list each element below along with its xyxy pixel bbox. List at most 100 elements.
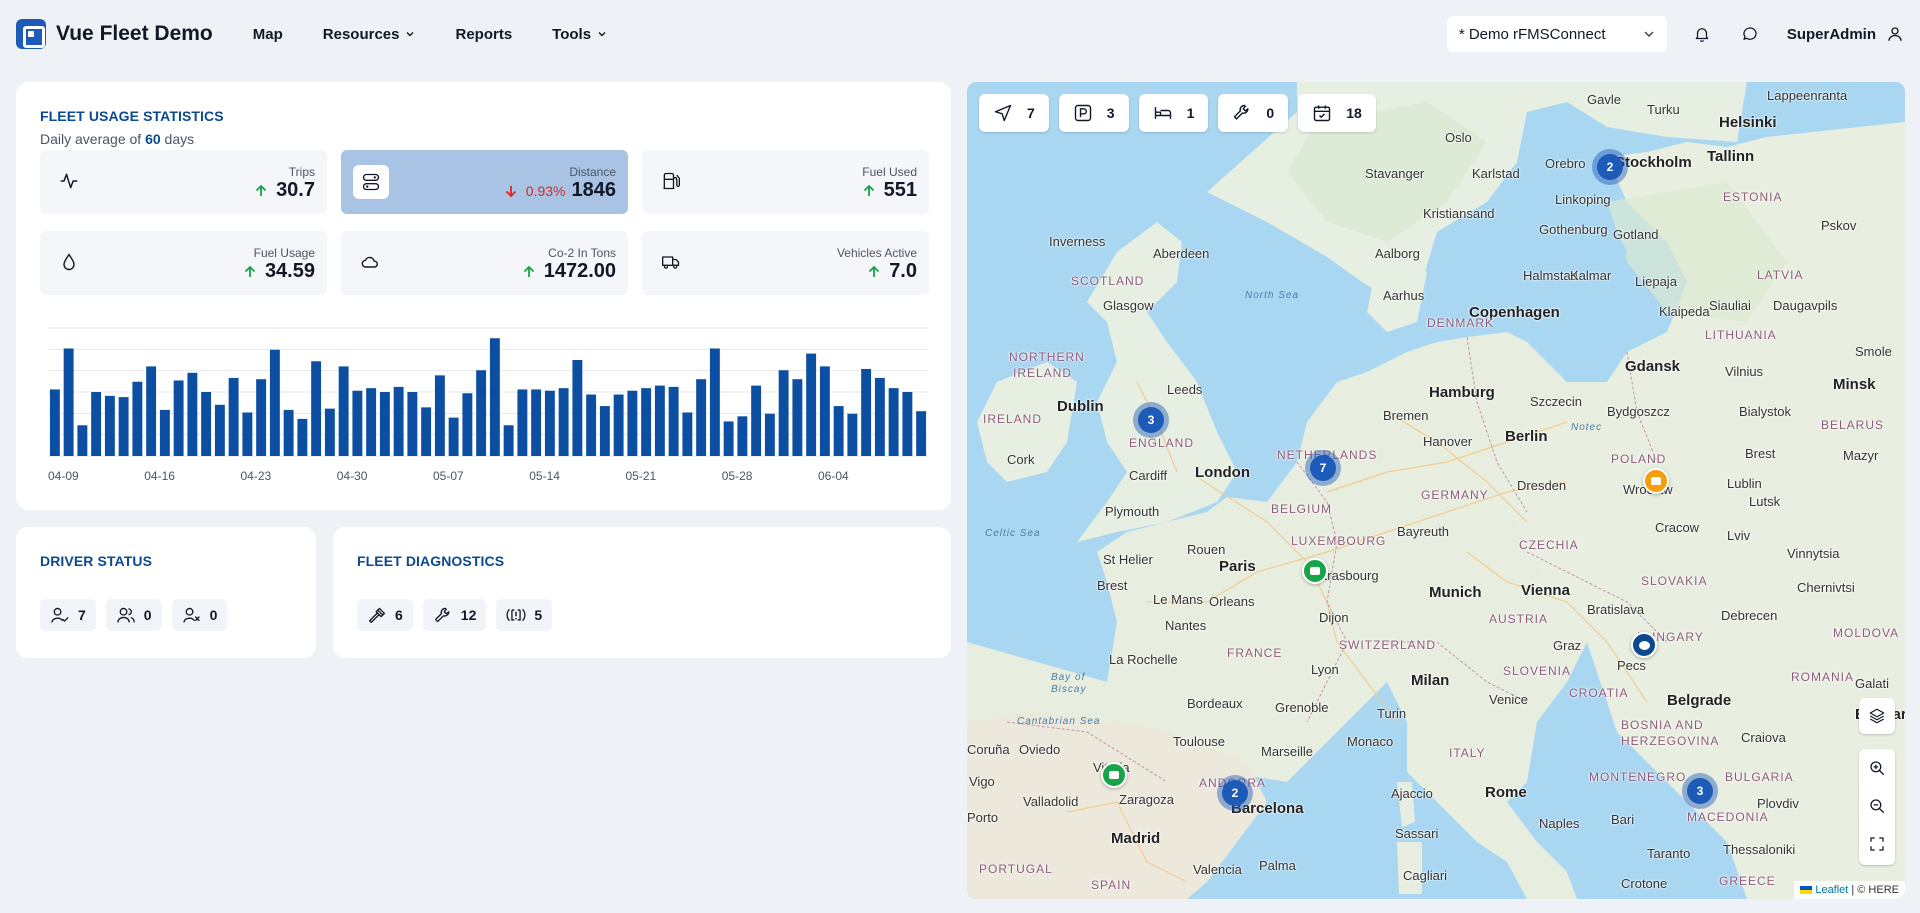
vehicle-cluster-marker[interactable]: 2 [1592, 149, 1628, 185]
nav-tools[interactable]: Tools [552, 26, 607, 43]
chart-bar[interactable] [833, 406, 844, 456]
chart-bar[interactable] [737, 416, 748, 456]
notifications-bell-icon[interactable] [1691, 23, 1713, 45]
vehicle-marker-driving[interactable] [1302, 558, 1328, 584]
chart-bar[interactable] [63, 348, 74, 456]
chart-bar[interactable] [641, 388, 652, 456]
chart-bar[interactable] [393, 386, 404, 456]
counter-resting[interactable]: 1 [1138, 94, 1209, 132]
stat-tile-fuel-usage[interactable]: Fuel Usage 34.59 [40, 231, 327, 295]
chart-bar[interactable] [407, 392, 418, 456]
zoom-out-button[interactable] [1859, 787, 1895, 825]
chart-bar[interactable] [462, 393, 473, 456]
chart-bar[interactable] [902, 392, 913, 456]
chart-bar[interactable] [489, 338, 500, 456]
user-icon[interactable] [1886, 25, 1904, 43]
chart-bar[interactable] [544, 390, 555, 456]
chart-bar[interactable] [421, 407, 432, 456]
fullscreen-button[interactable] [1859, 825, 1895, 863]
chart-bar[interactable] [379, 392, 390, 456]
driver-chip-active[interactable]: 7 [40, 599, 96, 631]
chart-bar[interactable] [118, 397, 129, 456]
chart-bar[interactable] [256, 379, 267, 456]
chart-bar[interactable] [187, 372, 198, 456]
chart-bar[interactable] [778, 370, 789, 456]
chart-bar[interactable] [338, 366, 349, 456]
chart-bar[interactable] [819, 366, 830, 456]
chart-bar[interactable] [366, 388, 377, 456]
chart-bar[interactable] [228, 377, 239, 456]
user-name[interactable]: SuperAdmin [1786, 25, 1876, 43]
chart-bar[interactable] [874, 377, 885, 456]
vehicle-cluster-marker[interactable]: 3 [1133, 402, 1169, 438]
chart-bar[interactable] [654, 385, 665, 456]
chart-bar[interactable] [311, 361, 322, 456]
nav-reports[interactable]: Reports [455, 26, 512, 43]
chart-bar[interactable] [159, 409, 170, 456]
chart-bar[interactable] [806, 353, 817, 456]
chart-bar[interactable] [586, 394, 597, 456]
chart-bar[interactable] [324, 408, 335, 456]
stat-tile-vehicles-active[interactable]: Vehicles Active 7.0 [642, 231, 929, 295]
chart-bar[interactable] [242, 412, 253, 456]
chart-bar[interactable] [201, 392, 212, 456]
chart-bar[interactable] [49, 389, 60, 456]
chart-bar[interactable] [888, 388, 899, 456]
nav-map[interactable]: Map [253, 26, 283, 43]
counter-driving[interactable]: 7 [979, 94, 1049, 132]
organization-select[interactable]: * Demo rFMSConnect [1446, 16, 1667, 52]
driver-chip-inactive[interactable]: 0 [171, 599, 228, 631]
chart-bar[interactable] [613, 394, 624, 456]
chart-bar[interactable] [476, 370, 487, 456]
chart-bar[interactable] [104, 395, 115, 456]
chart-bar[interactable] [434, 375, 445, 456]
stat-tile-distance[interactable]: Distance 0.93% 1846 [341, 150, 628, 214]
diagnostics-chip-brake-warning[interactable]: 5 [496, 599, 553, 631]
chart-bar[interactable] [531, 389, 542, 456]
chart-bar[interactable] [269, 349, 280, 456]
diagnostics-chip-wrench[interactable]: 12 [422, 599, 487, 631]
chart-bar[interactable] [146, 366, 157, 456]
vehicle-cluster-marker[interactable]: 7 [1305, 450, 1341, 486]
chart-bar[interactable] [792, 379, 803, 456]
chart-bar[interactable] [283, 409, 294, 456]
chart-bar[interactable] [173, 380, 184, 456]
app-logo-icon[interactable] [16, 19, 46, 49]
chart-bar[interactable] [558, 388, 569, 456]
chart-bar[interactable] [132, 381, 143, 456]
map-layers-button[interactable] [1859, 698, 1895, 734]
stat-tile-fuel-used[interactable]: Fuel Used 551 [642, 150, 929, 214]
vehicle-cluster-marker[interactable]: 3 [1682, 773, 1718, 809]
chart-bar[interactable] [448, 417, 459, 456]
chart-bar[interactable] [599, 406, 610, 456]
vehicle-cluster-marker[interactable]: 2 [1217, 775, 1253, 811]
vehicle-marker-idle[interactable] [1643, 468, 1669, 494]
messages-chat-icon[interactable] [1739, 23, 1761, 45]
chart-bar[interactable] [682, 412, 693, 456]
chart-bar[interactable] [861, 368, 872, 456]
chart-bar[interactable] [723, 421, 734, 456]
chart-bar[interactable] [517, 389, 528, 456]
brand-title[interactable]: Vue Fleet Demo [56, 22, 213, 45]
counter-parked[interactable]: 3 [1058, 94, 1129, 132]
chart-bar[interactable] [91, 392, 102, 456]
chart-bar[interactable] [668, 386, 679, 456]
zoom-in-button[interactable] [1859, 749, 1895, 787]
chart-bar[interactable] [572, 360, 583, 456]
nav-resources[interactable]: Resources [323, 26, 416, 43]
chart-bar[interactable] [503, 425, 514, 456]
chart-bar[interactable] [297, 418, 308, 456]
vehicle-marker-parked[interactable] [1631, 632, 1657, 658]
chart-bar[interactable] [916, 411, 927, 456]
chart-bar[interactable] [77, 425, 88, 456]
chart-bar[interactable] [696, 379, 707, 456]
counter-maintenance[interactable]: 0 [1218, 94, 1289, 132]
chart-bar[interactable] [847, 413, 858, 456]
chart-bar[interactable] [751, 385, 762, 456]
chart-bar[interactable] [764, 413, 775, 456]
fleet-map[interactable]: Gavle Turku Lappeenranta Helsinki Oslo O… [967, 82, 1905, 899]
chart-bar[interactable] [709, 348, 720, 456]
driver-chip-group[interactable]: 0 [105, 599, 162, 631]
chart-bar[interactable] [214, 404, 225, 456]
stat-tile-co2[interactable]: Co-2 In Tons 1472.00 [341, 231, 628, 295]
